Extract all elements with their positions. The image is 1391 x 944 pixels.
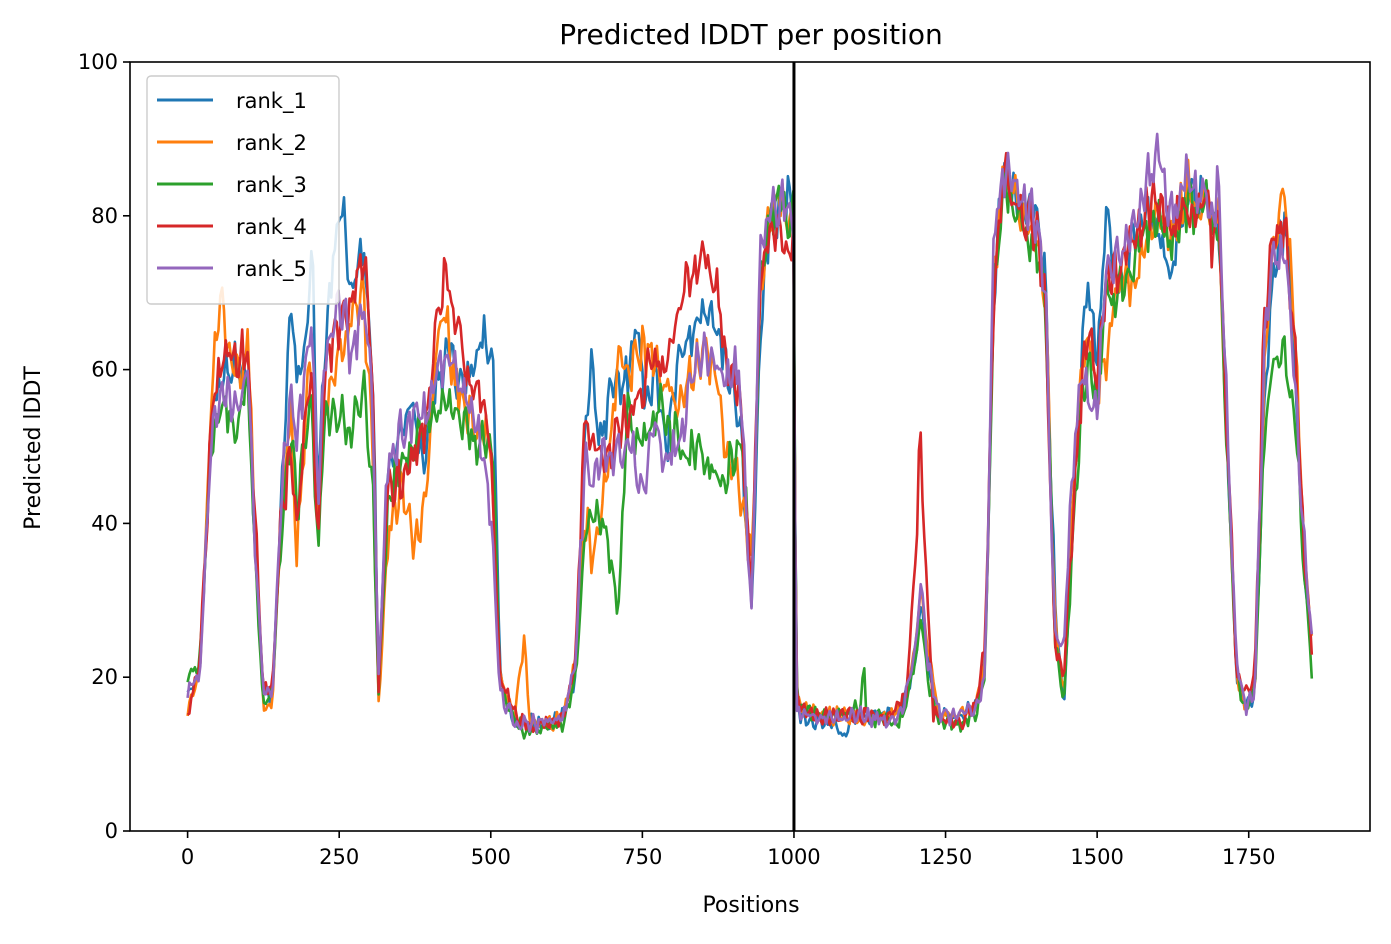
axes: 0 250 500 750 1000 1250 1500 1750 0 20 40 60 80 100	[78, 50, 1371, 869]
legend-box	[146, 75, 340, 305]
y-tick-label: 100	[78, 50, 118, 74]
x-tick-label: 1500	[1070, 845, 1123, 869]
legend-label-rank_2: rank_2	[236, 131, 307, 156]
y-tick-label: 20	[91, 665, 118, 689]
x-tick-label: 750	[622, 845, 662, 869]
x-tick-label: 0	[181, 845, 194, 869]
y-tick-label: 80	[91, 204, 118, 228]
x-tick-label: 1250	[919, 845, 972, 869]
x-tick-label: 500	[471, 845, 511, 869]
plot-area	[186, 62, 1314, 831]
legend-label-rank_3: rank_3	[236, 173, 307, 198]
legend-label-rank_5: rank_5	[236, 257, 307, 282]
y-axis-label: Predicted lDDT	[21, 366, 46, 530]
y-tick-label: 60	[91, 358, 118, 382]
chart-title: Predicted lDDT per position	[559, 18, 943, 51]
y-tick-label: 0	[105, 819, 118, 843]
series-line-rank_5	[186, 132, 1314, 735]
legend-label-rank_4: rank_4	[236, 215, 307, 240]
x-tick-label: 250	[319, 845, 359, 869]
y-tick-label: 40	[91, 511, 118, 535]
legend-label-rank_1: rank_1	[236, 89, 307, 114]
x-axis-label: Positions	[702, 893, 799, 918]
plot-frame	[129, 61, 1371, 832]
x-tick-label: 1750	[1222, 845, 1275, 869]
x-tick-label: 1000	[767, 845, 820, 869]
legend: rank_1 rank_2 rank_3 rank_4 rank_5	[146, 75, 340, 305]
